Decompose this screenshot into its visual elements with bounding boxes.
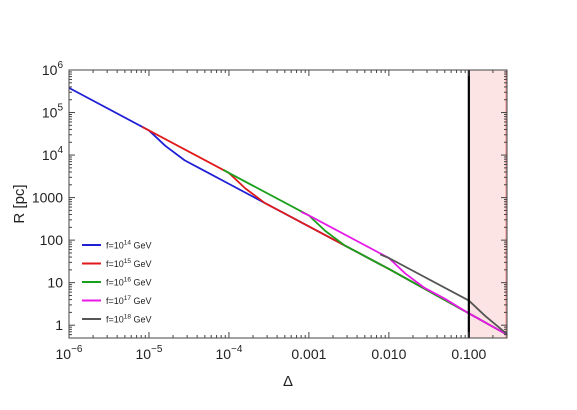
legend-label-2: f=1015 GeV [106, 258, 152, 269]
y-axis-title: R [pc] [11, 184, 28, 223]
x-tick-label: 0.001 [291, 346, 326, 362]
y-tick-label: 1000 [32, 190, 63, 206]
y-tick-label: 106 [42, 60, 64, 78]
x-tick-label: 10−5 [135, 344, 162, 362]
legend-label-4: f=1017 GeV [106, 295, 152, 306]
y-tick-label: 10 [47, 275, 63, 291]
x-tick-label: 10−4 [215, 344, 242, 362]
x-tick-label: 10−6 [56, 344, 83, 362]
tick-layer [68, 69, 508, 339]
tick-label-layer: 10−6 10−5 10−4 0.001 0.010 0.100 1 10 100 1000 104… [32, 60, 487, 362]
series-line-3 [222, 169, 508, 336]
x-axis-title: Δ [283, 373, 293, 390]
x-tick-label: 0.100 [451, 346, 486, 362]
legend-label-3: f=1016 GeV [106, 277, 152, 288]
excluded-region [468, 70, 507, 338]
y-tick-label: 1 [55, 317, 63, 333]
legend-label-1: f=1014 GeV [106, 240, 152, 251]
series-line-4 [300, 211, 508, 336]
legend-label-5: f=1018 GeV [106, 314, 152, 325]
legend: f=1014 GeV f=1015 GeV f=1016 GeV f=1017 GeV… [82, 240, 152, 325]
y-tick-label: 104 [42, 145, 64, 163]
shaded-region-layer [468, 70, 507, 338]
x-tick-label: 0.010 [371, 346, 406, 362]
y-tick-label: 100 [40, 232, 64, 248]
y-tick-label: 105 [42, 103, 64, 121]
